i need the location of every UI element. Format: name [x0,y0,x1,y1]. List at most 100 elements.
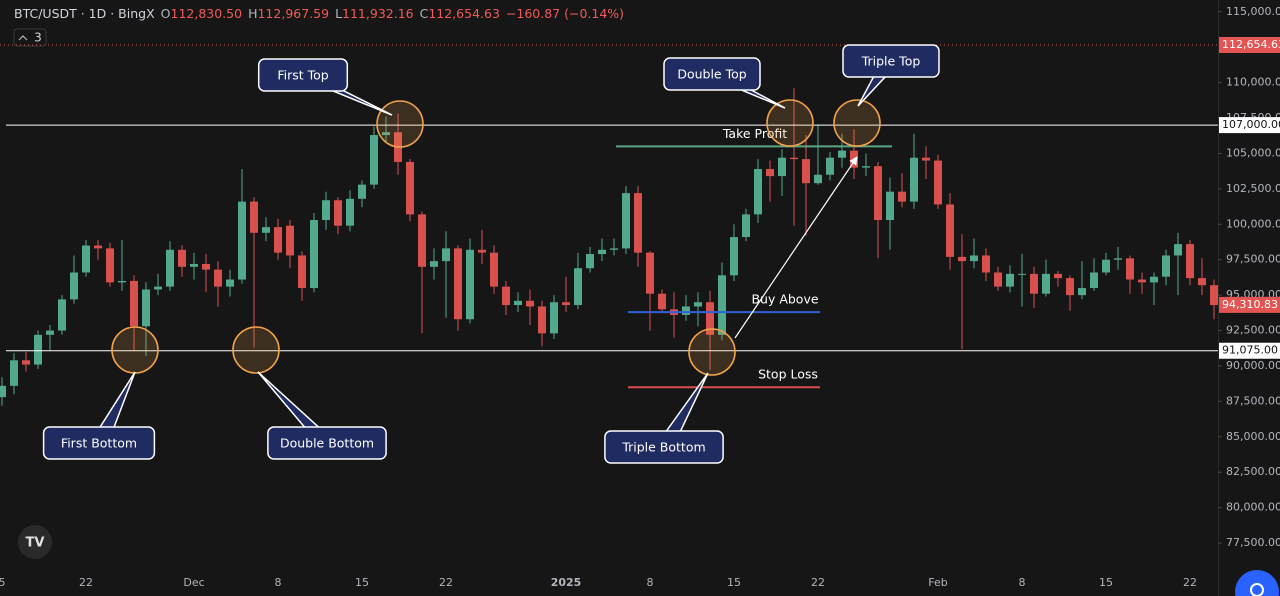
indicator-count: 3 [34,31,42,45]
candle-body [1186,244,1194,279]
callout-box [42,426,156,460]
candle-body [34,334,42,365]
callout-box [663,57,761,91]
candle-body [946,204,954,257]
candle-body [1018,273,1026,275]
candle-body [1078,288,1086,296]
pattern-circle [833,99,881,147]
candle-body [610,248,618,250]
level-label: Stop Loss [758,367,818,382]
price-tag-label: 94,310.83 [1222,298,1278,311]
ohlc-key: O [160,6,171,21]
y-tick-label: 80,000.00 [1226,501,1280,514]
callout-label: Double Top [677,67,746,82]
candle-body [226,279,234,287]
candle-body [826,157,834,175]
candle-body [598,249,606,255]
candle-body [754,169,762,215]
candle-body [778,157,786,177]
candle-body [622,193,630,249]
ohlc-value: 112,830.50 [170,6,243,21]
x-tick-label: 2025 [551,576,582,589]
candle-body [538,306,546,334]
x-tick-label: 8 [1019,576,1026,589]
candle-body [310,220,318,289]
candle-body [982,255,990,273]
y-tick-label: 97,500.00 [1226,253,1280,266]
candle-body [862,166,870,168]
x-tick-label: 8 [275,576,282,589]
callout-box [604,430,724,464]
candle-body [250,201,258,233]
candle-body [286,225,294,256]
callout-label: Triple Bottom [621,440,705,455]
ohlc-key: L [335,6,343,21]
price-line-tag [1219,117,1280,134]
y-tick-label: 90,000.00 [1226,359,1280,372]
candle-body [22,360,30,365]
callout-label: Triple Top [861,54,921,69]
candle-body [502,286,510,306]
candle-body [1150,276,1158,283]
candle-body [874,166,882,221]
candle-body [430,261,438,267]
ohlc-value: 111,932.16 [342,6,414,21]
price-line-label: 107,000.00 [1222,118,1280,131]
candle-body [238,201,246,280]
candle-body [274,227,282,253]
candle-body [1114,258,1122,260]
y-tick-label: 110,000.00 [1226,76,1280,89]
candle-body [646,252,654,294]
candle-body [994,272,1002,287]
svg-text:TV: TV [26,536,45,551]
candle-body [694,302,702,307]
pattern-circle [688,328,736,376]
x-tick-label: 22 [811,576,825,589]
candle-body [190,263,198,267]
x-tick-label: 15 [1099,576,1113,589]
candle-body [1174,244,1182,256]
callout-box [267,426,387,460]
candle-body [358,184,366,199]
indicator-toggle[interactable]: 3 [13,28,47,47]
candle-body [838,150,846,158]
candle-body [1006,273,1014,287]
change: −160.87 (−0.14%) [505,6,625,21]
price-tag [1219,36,1280,53]
candle-body [382,132,390,136]
y-tick-label: 115,000.00 [1226,5,1280,18]
symbol: BTC/USDT · 1D · BingX [14,6,155,21]
candle-body [1066,278,1074,296]
x-tick-label: 15 [355,576,369,589]
candle-body [730,237,738,276]
candle-body [934,160,942,205]
candle-body [298,255,306,289]
candle-body [718,275,726,335]
candle-body [1198,278,1206,286]
candle-body [82,245,90,273]
y-tick-label: 100,000.00 [1226,217,1280,230]
candle-body [94,245,102,249]
candle-body [574,268,582,306]
callout-label: Double Bottom [280,436,374,451]
candle-body [0,385,6,398]
candle-body [370,135,378,185]
candle-body [346,198,354,226]
x-tick-label: 22 [439,576,453,589]
candle-body [1054,273,1062,279]
candle-body [406,161,414,215]
y-tick-label: 92,500.00 [1226,324,1280,337]
candle-body [202,263,210,270]
x-tick-label: Dec [183,576,204,589]
y-tick-label: 105,000.00 [1226,146,1280,159]
candle-body [922,157,930,161]
pattern-circle [376,100,424,148]
x-tick-label: Feb [928,576,947,589]
candle-body [166,249,174,287]
scroll-button[interactable] [1235,570,1279,596]
x-tick-label: 22 [79,576,93,589]
candle-body [322,200,330,221]
candle-body [1030,273,1038,294]
